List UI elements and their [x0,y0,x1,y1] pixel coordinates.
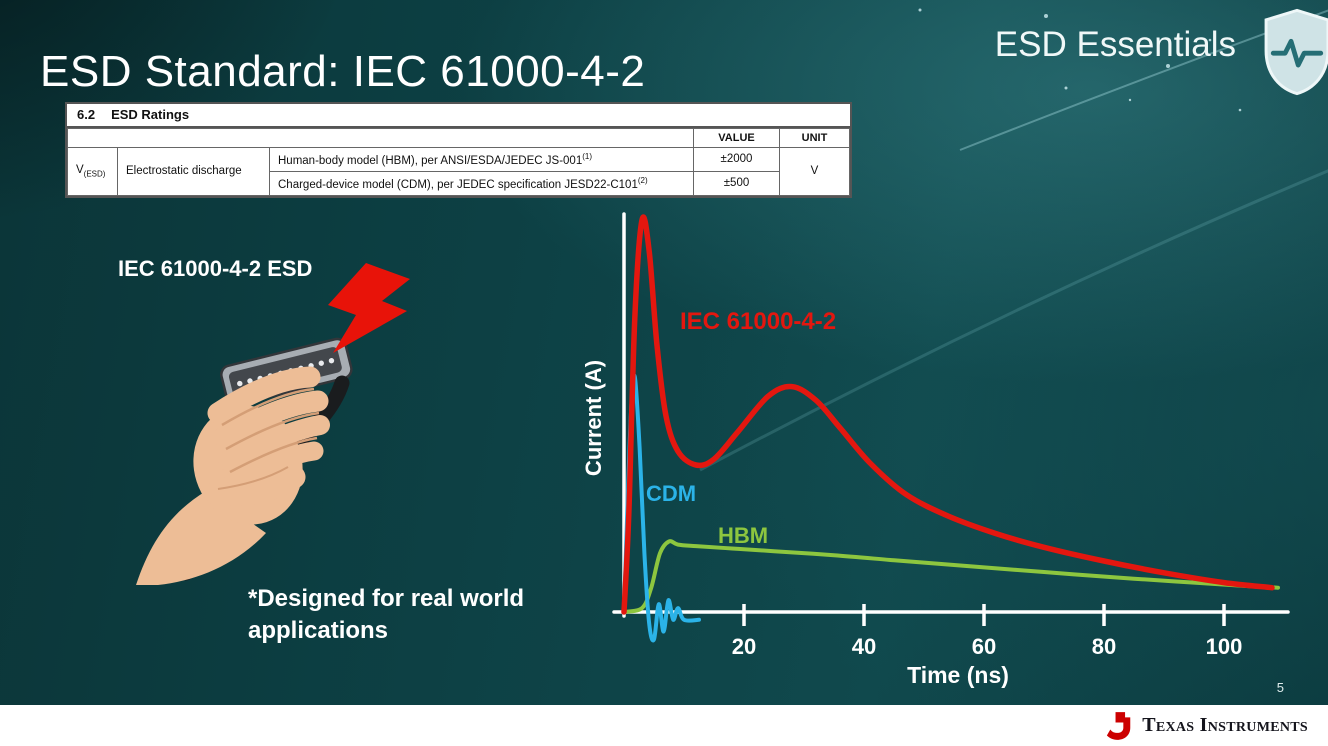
series-curve-iec-61000-4-2 [621,214,1275,615]
param-name-cell: Electrostatic discharge [117,147,270,196]
ratings-grid: VALUE UNIT V(ESD) Electrostatic discharg… [67,128,850,196]
footnote-marker: (1) [582,152,592,161]
cdm-description: Charged-device model (CDM), per JEDEC sp… [278,178,638,191]
shield-heartbeat-icon [1264,8,1328,96]
table-header-row: VALUE UNIT [67,128,850,148]
param-symbol-cell: V(ESD) [67,147,118,196]
sparkle-dots [918,8,1242,112]
page-number: 5 [1276,680,1284,695]
x-tick-label: 20 [732,634,756,659]
x-tick-label: 40 [852,634,876,659]
series-curve-hbm [622,539,1280,614]
ratings-section-heading: 6.2 ESD Ratings [67,104,850,128]
cdm-value-cell: ±500 [693,170,780,196]
x-tick-label: 80 [1092,634,1116,659]
swoosh-streak [699,169,1328,472]
series-label-cdm: CDM [646,481,697,506]
col-header-value: VALUE [693,128,780,148]
ti-logo-text: Texas Instruments [1142,714,1308,736]
empty-header-cell [67,128,694,148]
hand [136,366,330,585]
param-symbol-subscript: (ESD) [83,169,106,179]
y-axis-label: Current (A) [581,359,606,477]
hbm-description-cell: Human-body model (HBM), per ANSI/ESDA/JE… [269,147,694,172]
designed-note: *Designed for real world applications [248,585,525,645]
section-title: ESD Ratings [111,107,190,122]
footer-bar: Texas Instruments [0,705,1328,746]
esd-waveform-chart: 20 40 60 80 100 Current (A) Time (ns) IEC 61… [581,200,1312,700]
series-label-hbm: HBM [718,523,769,548]
x-tick-label: 100 [1206,634,1243,659]
slide-title: ESD Standard: IEC 61000-4-2 [40,47,646,97]
esd-ratings-table: 6.2 ESD Ratings VALUE UNIT V(ESD) Electro… [65,102,852,198]
lightning-bolt-icon [328,263,410,353]
table-row: Charged-device model (CDM), per JEDEC sp… [68,170,850,196]
param-symbol: V [76,164,84,177]
hbm-value-cell: ±2000 [693,147,780,172]
illustration-caption: IEC 61000-4-2 ESD [118,256,313,281]
series-label-iec-61000-4-2: IEC 61000-4-2 [680,308,837,335]
series-curve-cdm [622,373,701,643]
section-number: 6.2 [77,107,96,122]
table-row: V(ESD) Electrostatic discharge Human-bod… [67,147,850,196]
unit-cell: V [779,147,850,196]
series-brand-text: ESD Essentials [994,25,1236,64]
hbm-description: Human-body model (HBM), per ANSI/ESDA/JE… [278,154,583,167]
hand-holding-connector-illustration [136,263,410,585]
cdm-description-cell: Charged-device model (CDM), per JEDEC sp… [269,170,694,196]
ti-bug-icon [1107,711,1131,740]
chart-canvas: 20 40 60 80 100 [612,212,1290,659]
footnote-marker: (2) [637,175,648,185]
col-header-unit: UNIT [779,128,850,148]
x-axis-label: Time (ns) [907,662,1009,688]
x-tick-label: 60 [972,634,996,659]
